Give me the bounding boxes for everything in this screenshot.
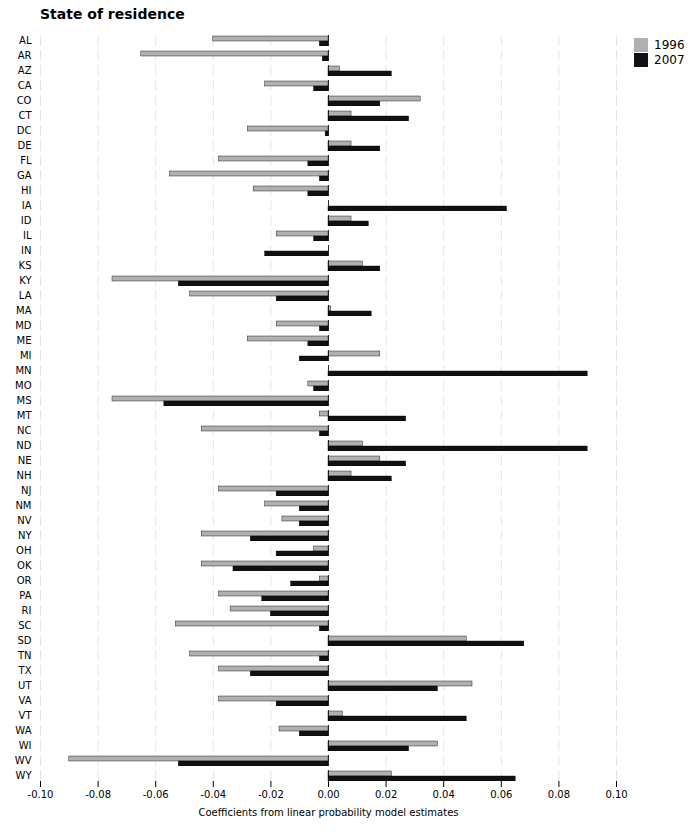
svg-text:ME: ME: [17, 335, 32, 346]
svg-text:MO: MO: [15, 380, 32, 391]
svg-text:VA: VA: [18, 695, 31, 706]
svg-text:NV: NV: [17, 515, 31, 526]
svg-text:MN: MN: [15, 365, 31, 376]
svg-text:NC: NC: [17, 425, 31, 436]
svg-text:RI: RI: [22, 605, 32, 616]
svg-text:MI: MI: [20, 350, 32, 361]
svg-text:SD: SD: [17, 635, 31, 646]
svg-text:0.04: 0.04: [433, 789, 455, 800]
svg-text:SC: SC: [18, 620, 31, 631]
svg-text:AL: AL: [19, 35, 32, 46]
html-text:1996: 1996: [654, 38, 685, 52]
svg-text:Coefficients from linear proba: Coefficients from linear probability mod…: [199, 807, 459, 818]
html-text:2007: 2007: [654, 53, 685, 67]
svg-text:0.06: 0.06: [490, 789, 512, 800]
svg-text:0.08: 0.08: [548, 789, 570, 800]
svg-text:KY: KY: [19, 275, 32, 286]
svg-text:IL: IL: [23, 230, 32, 241]
svg-text:WA: WA: [15, 725, 31, 736]
svg-text:TX: TX: [18, 665, 32, 676]
svg-text:UT: UT: [18, 680, 32, 691]
svg-text:FL: FL: [20, 155, 32, 166]
svg-text:OK: OK: [17, 560, 32, 571]
svg-text:DC: DC: [17, 125, 32, 136]
svg-text:KS: KS: [19, 260, 32, 271]
svg-text:-0.10: -0.10: [28, 789, 54, 800]
svg-text:TN: TN: [17, 650, 32, 661]
svg-text:-0.08: -0.08: [85, 789, 111, 800]
svg-text:WV: WV: [15, 755, 32, 766]
svg-text:ND: ND: [16, 440, 31, 451]
svg-text:CA: CA: [18, 80, 32, 91]
svg-text:CT: CT: [18, 110, 32, 121]
svg-text:PA: PA: [19, 590, 31, 601]
svg-text:NE: NE: [18, 455, 32, 466]
svg-text:0.00: 0.00: [317, 789, 339, 800]
svg-text:0.02: 0.02: [375, 789, 397, 800]
svg-text:-0.04: -0.04: [200, 789, 226, 800]
svg-text:MD: MD: [15, 320, 32, 331]
svg-text:CO: CO: [17, 95, 32, 106]
svg-text:-0.02: -0.02: [258, 789, 284, 800]
svg-text:NJ: NJ: [21, 485, 31, 496]
svg-text:HI: HI: [21, 185, 31, 196]
svg-text:AR: AR: [18, 50, 32, 61]
svg-text:AZ: AZ: [18, 65, 32, 76]
svg-text:0.10: 0.10: [605, 789, 627, 800]
svg-text:GA: GA: [17, 170, 32, 181]
svg-text:NH: NH: [17, 470, 32, 481]
svg-text:OH: OH: [16, 545, 31, 556]
html-text:State of residence: State of residence: [40, 6, 185, 22]
svg-text:ID: ID: [21, 215, 32, 226]
svg-text:LA: LA: [19, 290, 32, 301]
svg-text:-0.06: -0.06: [143, 789, 169, 800]
svg-text:OR: OR: [17, 575, 32, 586]
svg-text:WY: WY: [16, 770, 33, 781]
svg-text:MT: MT: [17, 410, 33, 421]
svg-text:MA: MA: [16, 305, 32, 316]
svg-text:VT: VT: [19, 710, 33, 721]
svg-text:WI: WI: [19, 740, 32, 751]
svg-text:IA: IA: [22, 200, 32, 211]
svg-text:NM: NM: [15, 500, 31, 511]
svg-text:IN: IN: [21, 245, 31, 256]
svg-text:NY: NY: [18, 530, 32, 541]
svg-text:DE: DE: [17, 140, 31, 151]
svg-text:MS: MS: [17, 395, 32, 406]
